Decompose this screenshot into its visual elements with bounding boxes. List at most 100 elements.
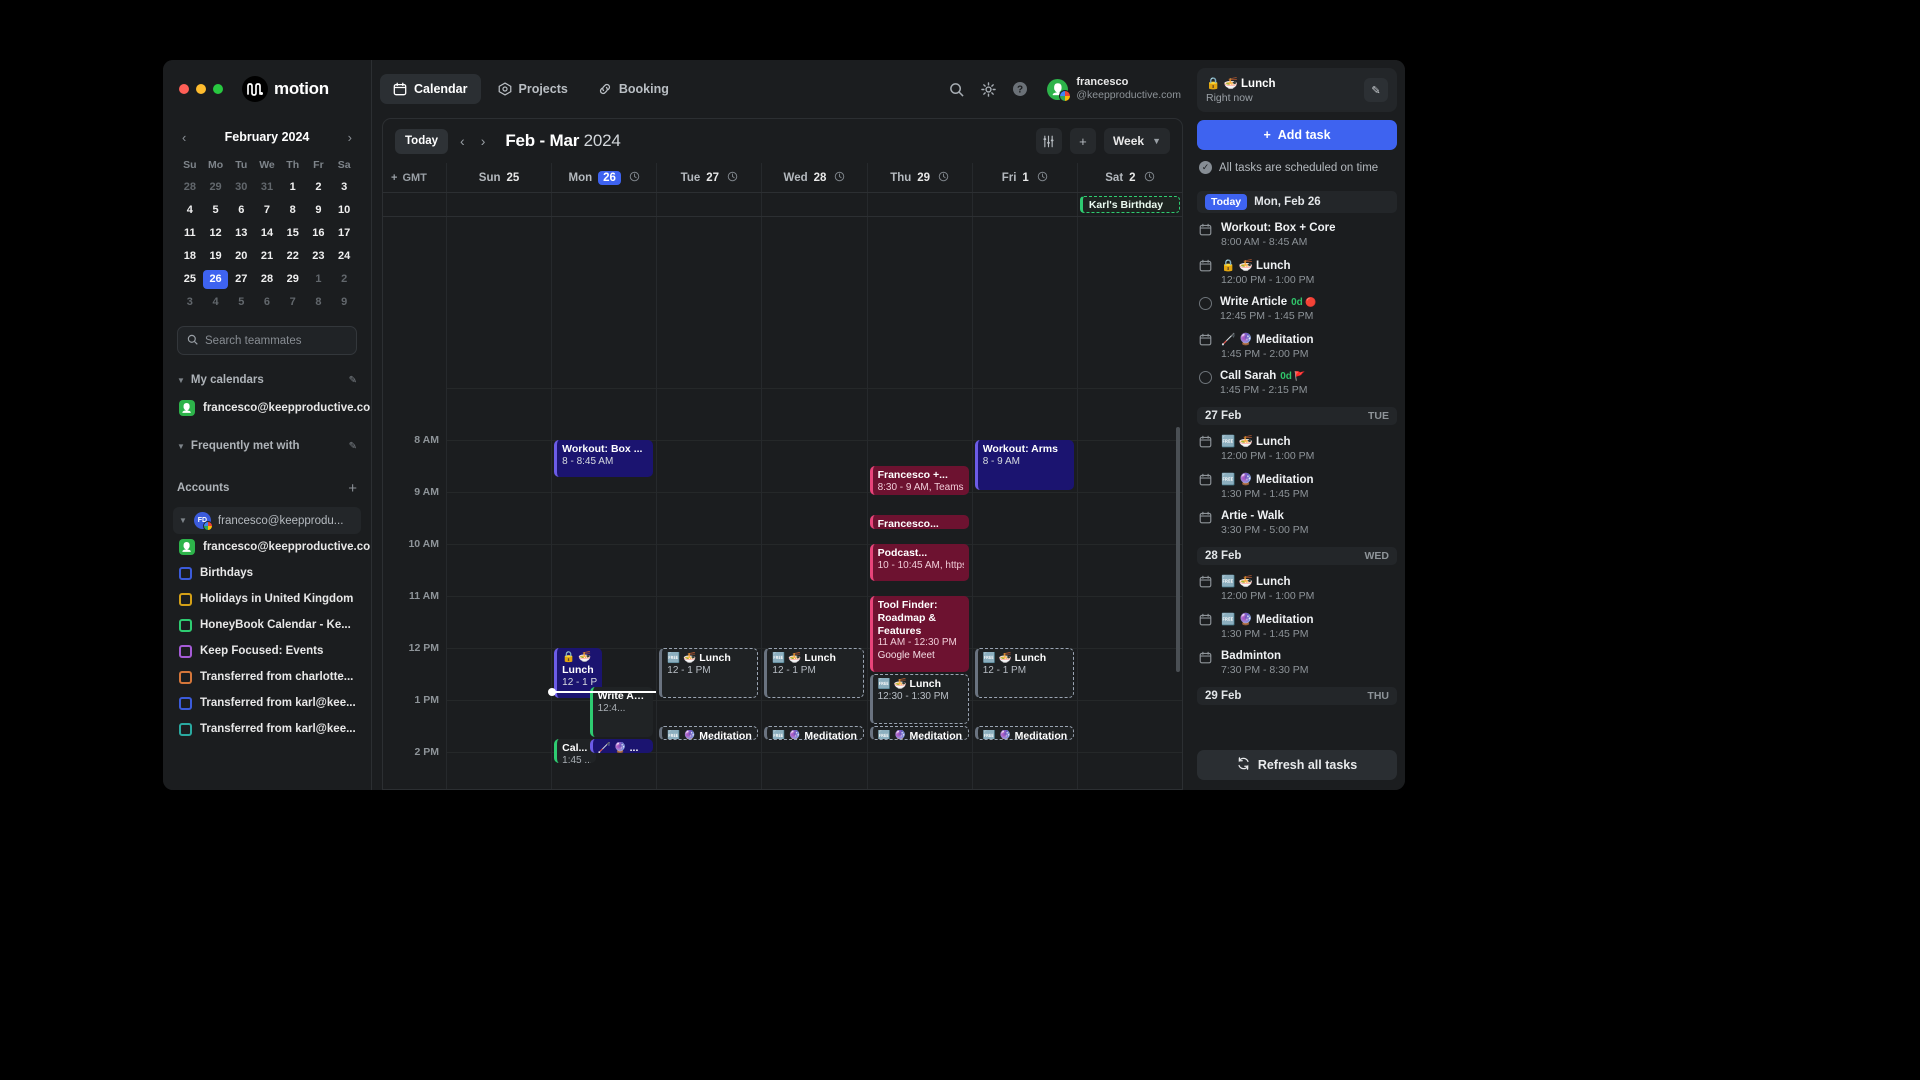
- task-checkbox-icon[interactable]: [1199, 371, 1212, 384]
- day-column[interactable]: [446, 217, 552, 789]
- mini-cal-day[interactable]: 5: [238, 296, 245, 308]
- calendar-list-item[interactable]: francesco@keepproductive.co: [163, 534, 371, 560]
- mini-cal-day[interactable]: 14: [260, 227, 274, 239]
- calendar-event[interactable]: 🆓 🍜 Lunch 12 - 1 PM: [659, 648, 759, 698]
- view-select[interactable]: Week ▼: [1103, 128, 1170, 154]
- mini-cal-day[interactable]: 18: [183, 250, 196, 262]
- day-header-sun[interactable]: Sun 25: [446, 163, 551, 192]
- day-header-mon[interactable]: Mon 26: [551, 163, 656, 192]
- task-list-item[interactable]: 🆓 🔮 Meditation 1:30 PM - 1:45 PM: [1197, 467, 1397, 505]
- all-day-cell[interactable]: [551, 193, 656, 216]
- day-header-wed[interactable]: Wed 28: [761, 163, 866, 192]
- calendar-event[interactable]: 🆓 🔮 Meditation: [974, 726, 1074, 740]
- mini-cal-day[interactable]: 9: [341, 296, 348, 308]
- add-account-icon[interactable]: +: [348, 479, 357, 497]
- all-day-cell[interactable]: [446, 193, 551, 216]
- calendar-list-item[interactable]: HoneyBook Calendar - Ke...: [163, 612, 371, 638]
- edit-pencil-icon[interactable]: ✎: [348, 440, 357, 452]
- prev-week-icon[interactable]: ‹: [460, 133, 465, 149]
- calendar-event[interactable]: 🆓 🍜 Lunch 12 - 1 PM: [974, 648, 1074, 698]
- mini-cal-day[interactable]: 11: [184, 227, 196, 239]
- calendar-event[interactable]: Workout: Arms 8 - 9 AM: [974, 440, 1074, 490]
- task-list-item[interactable]: 🆓 🍜 Lunch 12:00 PM - 1:00 PM: [1197, 569, 1397, 607]
- calendar-event[interactable]: 🆓 🍜 Lunch 12 - 1 PM: [764, 648, 864, 698]
- current-event-card[interactable]: 🔒 🍜 Lunch Right now ✎: [1197, 68, 1397, 112]
- clock-icon[interactable]: [834, 171, 845, 185]
- all-day-event[interactable]: Karl's Birthday: [1079, 196, 1180, 213]
- search-icon[interactable]: [943, 76, 969, 102]
- mini-cal-prev-icon[interactable]: ‹: [182, 129, 187, 145]
- pencil-icon[interactable]: ✎: [1364, 78, 1388, 102]
- day-column[interactable]: Francesco +...8:30 - 9 AM, Teams MFrance…: [866, 217, 972, 789]
- calendar-event[interactable]: Workout: Box ... 8 - 8:45 AM: [554, 440, 654, 477]
- all-day-cell[interactable]: [656, 193, 761, 216]
- mini-cal-day[interactable]: 1: [315, 273, 322, 285]
- all-day-cell[interactable]: [971, 193, 1077, 216]
- nav-tab-projects[interactable]: Projects: [485, 74, 581, 104]
- mini-cal-day[interactable]: 29: [286, 273, 299, 285]
- day-column[interactable]: 🆓 🍜 Lunch 12 - 1 PM 🆓 🔮 Meditation: [761, 217, 867, 789]
- calendar-event[interactable]: 🦯 🔮 ...: [589, 739, 654, 753]
- calendar-event[interactable]: 🆓 🔮 Meditation: [764, 726, 864, 740]
- task-list-item[interactable]: 🆓 🔮 Meditation 1:30 PM - 1:45 PM: [1197, 607, 1397, 645]
- calendar-list-item[interactable]: Transferred from karl@kee...: [163, 690, 371, 716]
- calendar-event[interactable]: Cal... 1:45 ...: [554, 739, 596, 763]
- mini-cal-days-grid[interactable]: 28 29 30 31 1 2 3 4 5 6 7 8 9 10 11 12 13 14 15 16 17 18 19 20 2…: [177, 178, 357, 312]
- mini-cal-day[interactable]: 16: [312, 227, 325, 239]
- frequently-met-section-header[interactable]: ▼ Frequently met with ✎: [163, 431, 371, 461]
- mini-cal-day[interactable]: 8: [315, 296, 322, 308]
- add-event-icon[interactable]: +: [1069, 128, 1096, 154]
- mini-cal-day[interactable]: 6: [263, 296, 271, 308]
- mini-cal-day[interactable]: 9: [315, 204, 322, 216]
- day-header-sat[interactable]: Sat 2: [1076, 163, 1182, 192]
- all-day-cell[interactable]: [866, 193, 972, 216]
- clock-icon[interactable]: [938, 171, 949, 185]
- calendar-list-item[interactable]: Transferred from charlotte...: [163, 664, 371, 690]
- my-calendars-section-header[interactable]: ▼ My calendars ✎: [163, 365, 371, 395]
- mini-cal-day[interactable]: 28: [260, 273, 274, 285]
- add-timezone-icon[interactable]: +: [391, 171, 398, 184]
- mini-cal-day[interactable]: 3: [186, 296, 193, 308]
- minimize-window-icon[interactable]: [196, 84, 206, 94]
- mini-cal-day[interactable]: 23: [312, 250, 325, 262]
- mini-cal-day[interactable]: 12: [209, 227, 222, 239]
- mini-cal-day[interactable]: 31: [260, 181, 274, 193]
- nav-tab-booking[interactable]: Booking: [585, 74, 682, 104]
- mini-cal-day[interactable]: 4: [186, 204, 193, 216]
- mini-cal-day[interactable]: 4: [212, 296, 219, 308]
- mini-cal-day[interactable]: 28: [183, 181, 196, 193]
- nav-tab-calendar[interactable]: Calendar: [380, 74, 481, 104]
- task-list-item[interactable]: Call Sarah 0d 🚩 1:45 PM - 2:15 PM: [1197, 365, 1397, 401]
- calendar-list-item[interactable]: Holidays in United Kingdom: [163, 586, 371, 612]
- calendar-event[interactable]: 🆓 🍜 Lunch 12:30 - 1:30 PM: [869, 674, 969, 724]
- task-list-item[interactable]: 🔒 🍜 Lunch 12:00 PM - 1:00 PM: [1197, 253, 1397, 291]
- calendar-event[interactable]: Tool Finder: Roadmap & Features 11 AM - 1…: [869, 596, 969, 672]
- calendar-list-item[interactable]: Birthdays: [163, 560, 371, 586]
- mini-cal-day[interactable]: 10: [338, 204, 351, 216]
- mini-cal-day[interactable]: 24: [338, 250, 351, 262]
- calendar-list-item[interactable]: Keep Focused: Events: [163, 638, 371, 664]
- task-list-item[interactable]: 🦯 🔮 Meditation 1:45 PM - 2:00 PM: [1197, 327, 1397, 365]
- calendar-event[interactable]: 🆓 🔮 Meditation: [869, 726, 969, 740]
- mini-cal-day[interactable]: 5: [212, 204, 219, 216]
- day-column[interactable]: Workout: Arms 8 - 9 AM 🆓 🍜 Lunch 12 - 1 PM 🆓…: [971, 217, 1077, 789]
- help-icon[interactable]: ?: [1007, 76, 1033, 102]
- mini-cal-day[interactable]: 30: [235, 181, 248, 193]
- mini-cal-day[interactable]: 15: [286, 227, 299, 239]
- task-list-item[interactable]: Write Article 0d 🔴 12:45 PM - 1:45 PM: [1197, 291, 1397, 327]
- clock-icon[interactable]: [1037, 171, 1048, 185]
- zoom-window-icon[interactable]: [213, 84, 223, 94]
- task-list-item[interactable]: Artie - Walk 3:30 PM - 5:00 PM: [1197, 505, 1397, 541]
- task-list-item[interactable]: Workout: Box + Core 8:00 AM - 8:45 AM: [1197, 217, 1397, 253]
- all-day-cell[interactable]: Karl's Birthday: [1076, 193, 1182, 216]
- add-task-button[interactable]: + Add task: [1197, 120, 1397, 150]
- mini-cal-day[interactable]: 3: [341, 181, 348, 193]
- day-header-fri[interactable]: Fri 1: [971, 163, 1077, 192]
- mini-cal-day[interactable]: 8: [289, 204, 296, 216]
- today-button[interactable]: Today: [395, 128, 449, 154]
- mini-cal-day[interactable]: 6: [238, 204, 245, 216]
- task-list-item[interactable]: Badminton 7:30 PM - 8:30 PM: [1197, 645, 1397, 681]
- vertical-scrollbar[interactable]: [1176, 427, 1180, 672]
